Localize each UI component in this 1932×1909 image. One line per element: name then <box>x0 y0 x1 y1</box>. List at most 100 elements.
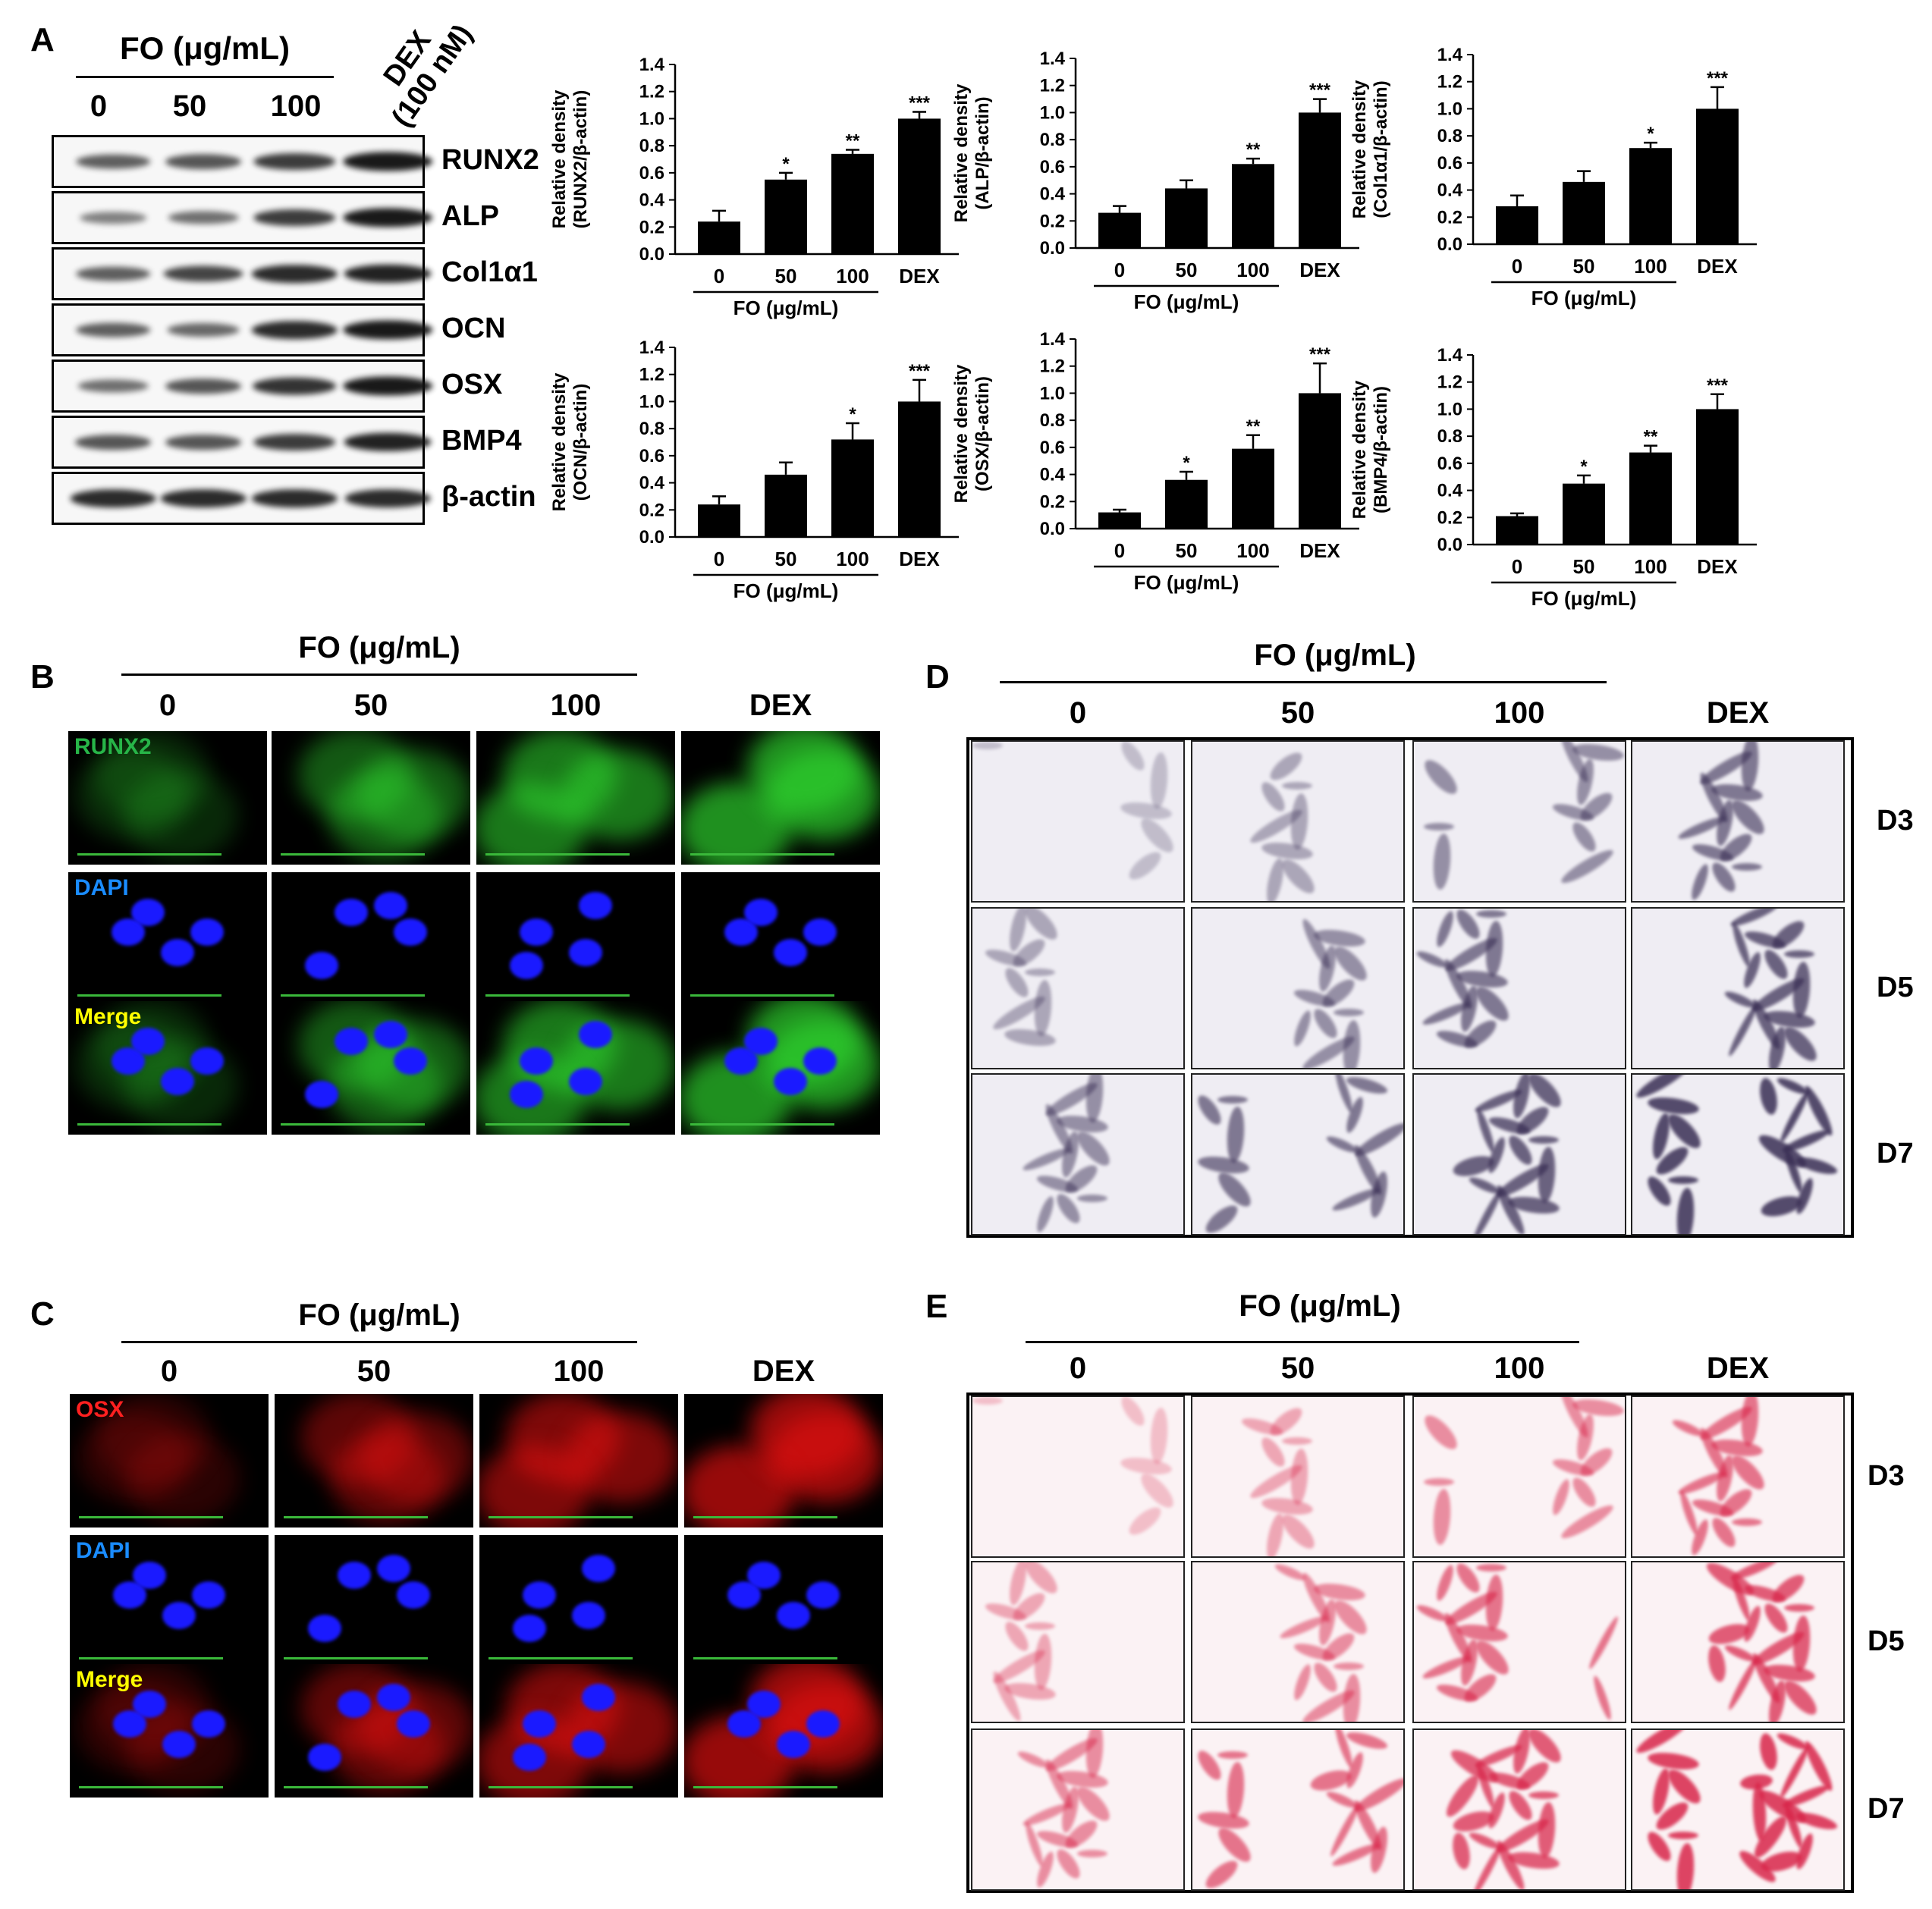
micrograph-tile <box>681 1001 880 1135</box>
stained-cell <box>1739 1397 1761 1447</box>
stained-cell <box>1419 1410 1462 1455</box>
x-axis-label: FO (μg/mL) <box>734 579 839 602</box>
bar <box>765 474 807 537</box>
panel-a-fo-header: FO (μg/mL) <box>120 30 290 66</box>
bar <box>1696 409 1739 545</box>
category-label: 50 <box>1176 539 1198 562</box>
micrograph-tile: DAPI <box>70 1535 269 1669</box>
day-label: D5 <box>1868 1625 1905 1657</box>
nucleus <box>522 1710 556 1738</box>
stained-cell <box>1469 1187 1505 1234</box>
stained-cell <box>1277 1509 1320 1553</box>
nucleus <box>190 918 225 947</box>
stain-signal <box>126 1432 240 1524</box>
image-grid-frame <box>966 1393 1854 1893</box>
stained-cell <box>1148 752 1170 810</box>
nucleus <box>132 1561 166 1589</box>
column-label: DEX <box>1706 1352 1770 1385</box>
micrograph-tile: DAPI <box>68 872 267 1006</box>
bar <box>698 221 740 254</box>
nucleus <box>579 1021 613 1048</box>
stained-cell <box>1667 1176 1698 1185</box>
nucleus <box>743 898 778 926</box>
stain-signal <box>747 731 862 814</box>
panel-e-header: FO (μg/mL) <box>1239 1289 1401 1323</box>
nucleus <box>307 1615 341 1643</box>
panel-label-e: E <box>925 1288 948 1325</box>
protein-label: β-actin <box>441 481 536 513</box>
stained-cell <box>972 742 1003 749</box>
y-tick-label: 0.2 <box>1040 211 1065 231</box>
stained-cell <box>1469 1842 1505 1889</box>
stained-cell <box>1726 796 1770 840</box>
category-label: 100 <box>1634 555 1667 578</box>
day-label: D3 <box>1868 1460 1905 1492</box>
column-label: DEX <box>752 1355 815 1388</box>
stained-cell <box>1125 1502 1165 1540</box>
significance-mark: * <box>849 404 856 425</box>
y-axis-label: Relative density(Col1α1/β-actin) <box>1349 80 1391 218</box>
bar <box>1098 512 1141 529</box>
stain-image-tile <box>1631 740 1845 903</box>
blot-band <box>251 321 338 339</box>
bar <box>1165 188 1208 248</box>
stained-cell <box>1265 748 1306 785</box>
stained-cell <box>1072 1127 1115 1171</box>
blot-band <box>76 154 150 169</box>
category-label: 0 <box>1512 555 1522 578</box>
scale-bar <box>485 1123 630 1126</box>
stain-signal <box>328 769 442 861</box>
micrograph-tile <box>272 731 470 865</box>
stained-cell <box>1586 1615 1621 1671</box>
blot-row <box>52 135 432 188</box>
y-tick-label: 0.2 <box>639 217 664 237</box>
nucleus <box>777 1601 811 1629</box>
stain-image-tile <box>1191 740 1405 903</box>
bar-chart: 0.0 0.2 0.4 0.6 0.8 1.0 1.2 1.4 0 50 ** 100 *** DEX FO… <box>951 49 1359 313</box>
stained-cell <box>1263 1512 1286 1556</box>
nucleus <box>509 952 543 980</box>
stain-image-tile <box>1631 907 1845 1069</box>
bar-charts-svg: 0.00.20.40.60.81.01.21.40*50**100***DEXF… <box>549 45 1757 610</box>
significance-mark: ** <box>846 131 860 152</box>
blot-band <box>165 154 241 169</box>
blot-band <box>343 208 432 228</box>
scale-bar <box>77 853 221 856</box>
stain-image-tile <box>1191 1561 1405 1723</box>
y-tick-label: 1.4 <box>639 55 665 75</box>
stained-cell <box>1125 847 1165 884</box>
stained-cell <box>1076 1850 1107 1858</box>
stained-cell <box>1757 1732 1780 1772</box>
blot-band <box>253 153 335 170</box>
category-label: 50 <box>1573 555 1595 578</box>
scale-bar <box>284 1657 428 1659</box>
scale-bar <box>79 1657 223 1659</box>
category-label: DEX <box>1697 555 1738 578</box>
bar-chart: 0.0 0.2 0.4 0.6 0.8 1.0 1.2 1.4 0 50 * 100 *** DEX FO … <box>549 338 959 602</box>
blot-band <box>160 489 247 507</box>
significance-mark: * <box>1580 457 1588 477</box>
y-tick-label: 0.2 <box>639 500 664 520</box>
nucleus <box>334 898 368 926</box>
micrograph-tile <box>275 1394 473 1528</box>
blot-band <box>77 379 149 393</box>
stained-cell <box>1308 1766 1354 1794</box>
stain-signal <box>360 1412 473 1504</box>
micrograph-tile <box>476 872 675 1006</box>
stain-image-tile <box>971 740 1185 903</box>
column-label: 0 <box>160 1355 178 1388</box>
blot-band <box>76 322 150 338</box>
stained-cell <box>1263 856 1286 901</box>
panel-c-underline <box>121 1341 637 1343</box>
micrograph-tile <box>684 1535 883 1669</box>
y-tick-label: 1.4 <box>1437 45 1463 65</box>
nucleus <box>130 898 165 926</box>
nucleus <box>512 1744 546 1772</box>
bar <box>1563 181 1605 244</box>
scale-bar <box>281 994 425 997</box>
blot-band <box>75 435 151 450</box>
y-tick-label: 0.2 <box>1437 207 1462 228</box>
micrograph-tile: OSX <box>70 1394 269 1528</box>
stain-image-tile <box>1191 1073 1405 1236</box>
micrograph-tile <box>476 731 675 865</box>
